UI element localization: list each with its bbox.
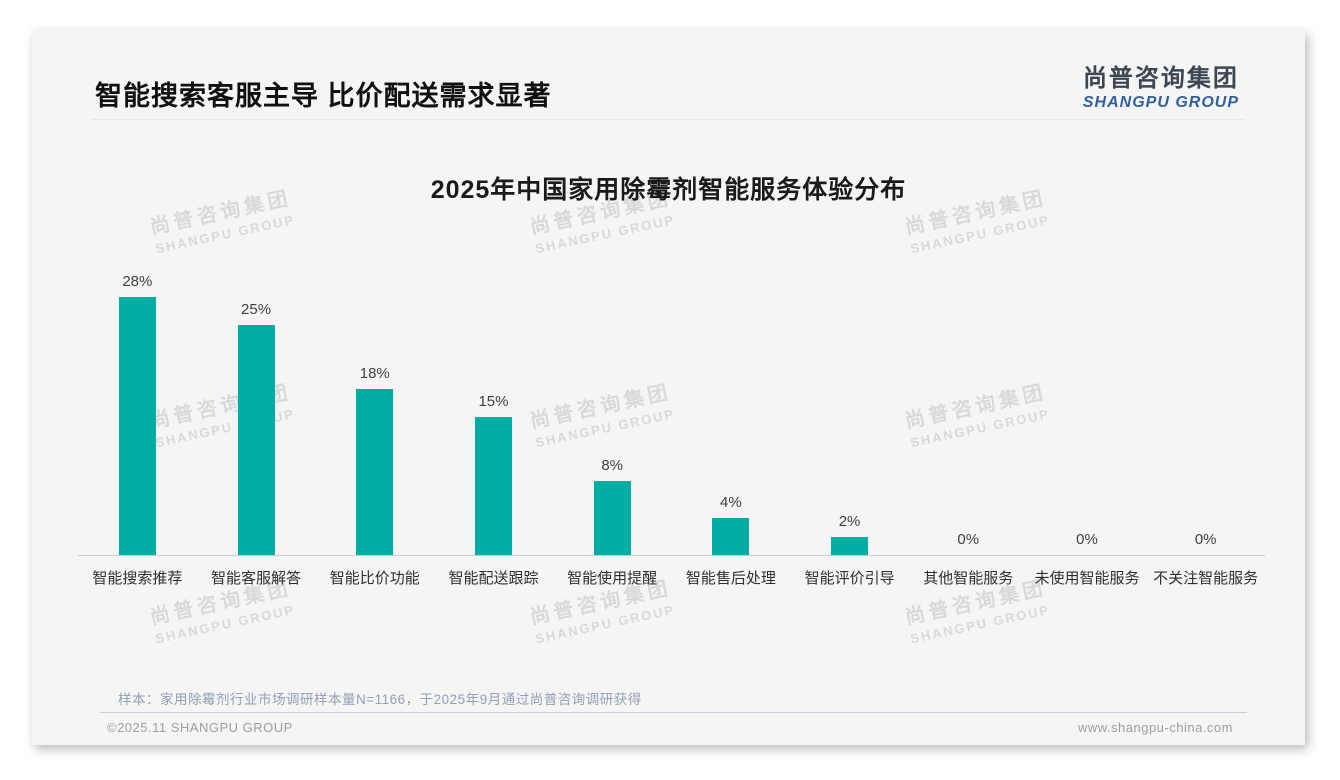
bar-value-label: 0% — [1194, 531, 1217, 548]
bar-column: 4% — [672, 230, 791, 555]
watermark-english: SHANGPU GROUP — [154, 602, 297, 647]
bar-value-label: 4% — [720, 494, 742, 512]
watermark-english: SHANGPU GROUP — [909, 602, 1052, 647]
category-label: 智能比价功能 — [329, 570, 420, 587]
copyright-text: ©2025.11 SHANGPU GROUP — [107, 720, 293, 735]
bar-column: 2% — [790, 230, 909, 555]
sample-note: 样本：家用除霉剂行业市场调研样本量N=1166，于2025年9月通过尚普咨询调研… — [118, 692, 642, 707]
slide-card: 智能搜索客服主导 比价配送需求显著 尚普咨询集团 SHANGPU GROUP 尚… — [32, 30, 1305, 745]
page-title: 智能搜索客服主导 比价配送需求显著 — [95, 81, 552, 111]
bar — [474, 417, 512, 555]
logo-chinese-name: 尚普咨询集团 — [1082, 65, 1239, 92]
bar — [831, 536, 869, 555]
bar-column: 0% — [1028, 230, 1147, 555]
bar-column: 18% — [315, 230, 434, 555]
footer-divider — [100, 712, 1247, 713]
bar — [356, 389, 394, 555]
bar-value-label: 28% — [122, 273, 153, 291]
bar-value-label: 0% — [957, 531, 980, 548]
category-label: 不关注智能服务 — [1153, 570, 1259, 587]
bar-value-label: 18% — [359, 365, 390, 383]
watermark-english: SHANGPU GROUP — [534, 602, 677, 647]
bar — [593, 481, 631, 555]
category-row: 智能搜索推荐 智能客服解答 智能比价功能 智能配送跟踪 智能使用提醒 智能售后处理 智能评价… — [78, 567, 1265, 588]
bar-column: 8% — [553, 230, 672, 555]
bar-value-label: 0% — [1076, 531, 1098, 548]
category-label: 智能搜索推荐 — [92, 570, 183, 587]
bar-column: 28% — [78, 230, 197, 555]
bar-column: 15% — [434, 230, 553, 555]
bar — [712, 518, 750, 555]
website-text: www.shangpu-china.com — [1077, 720, 1233, 735]
category-label: 智能售后处理 — [685, 570, 776, 587]
bar-value-label: 2% — [838, 512, 861, 530]
bar-column: 0% — [1146, 230, 1265, 555]
bar — [118, 297, 156, 555]
category-label: 未使用智能服务 — [1034, 570, 1140, 587]
category-label: 智能使用提醒 — [567, 570, 658, 587]
bar-value-label: 15% — [478, 393, 509, 410]
header-divider — [92, 119, 1245, 120]
bar-value-label: 8% — [601, 457, 623, 475]
bar-column: 0% — [909, 230, 1028, 555]
bar-column: 25% — [197, 230, 316, 555]
company-logo: 尚普咨询集团 SHANGPU GROUP — [1083, 58, 1239, 112]
category-label: 智能配送跟踪 — [448, 570, 539, 587]
chart-title: 2025年中国家用除霉剂智能服务体验分布 — [430, 176, 907, 204]
category-label: 智能客服解答 — [211, 570, 302, 587]
bar-plot: 28% 25% 18% 15% 8% 4% 2% 0% 0% 0% — [78, 230, 1265, 556]
logo-english-name: SHANGPU GROUP — [1082, 94, 1239, 111]
bar-value-label: 25% — [241, 301, 272, 318]
category-label: 智能评价引导 — [804, 570, 895, 587]
bar — [237, 325, 275, 555]
category-label: 其他智能服务 — [923, 570, 1014, 587]
